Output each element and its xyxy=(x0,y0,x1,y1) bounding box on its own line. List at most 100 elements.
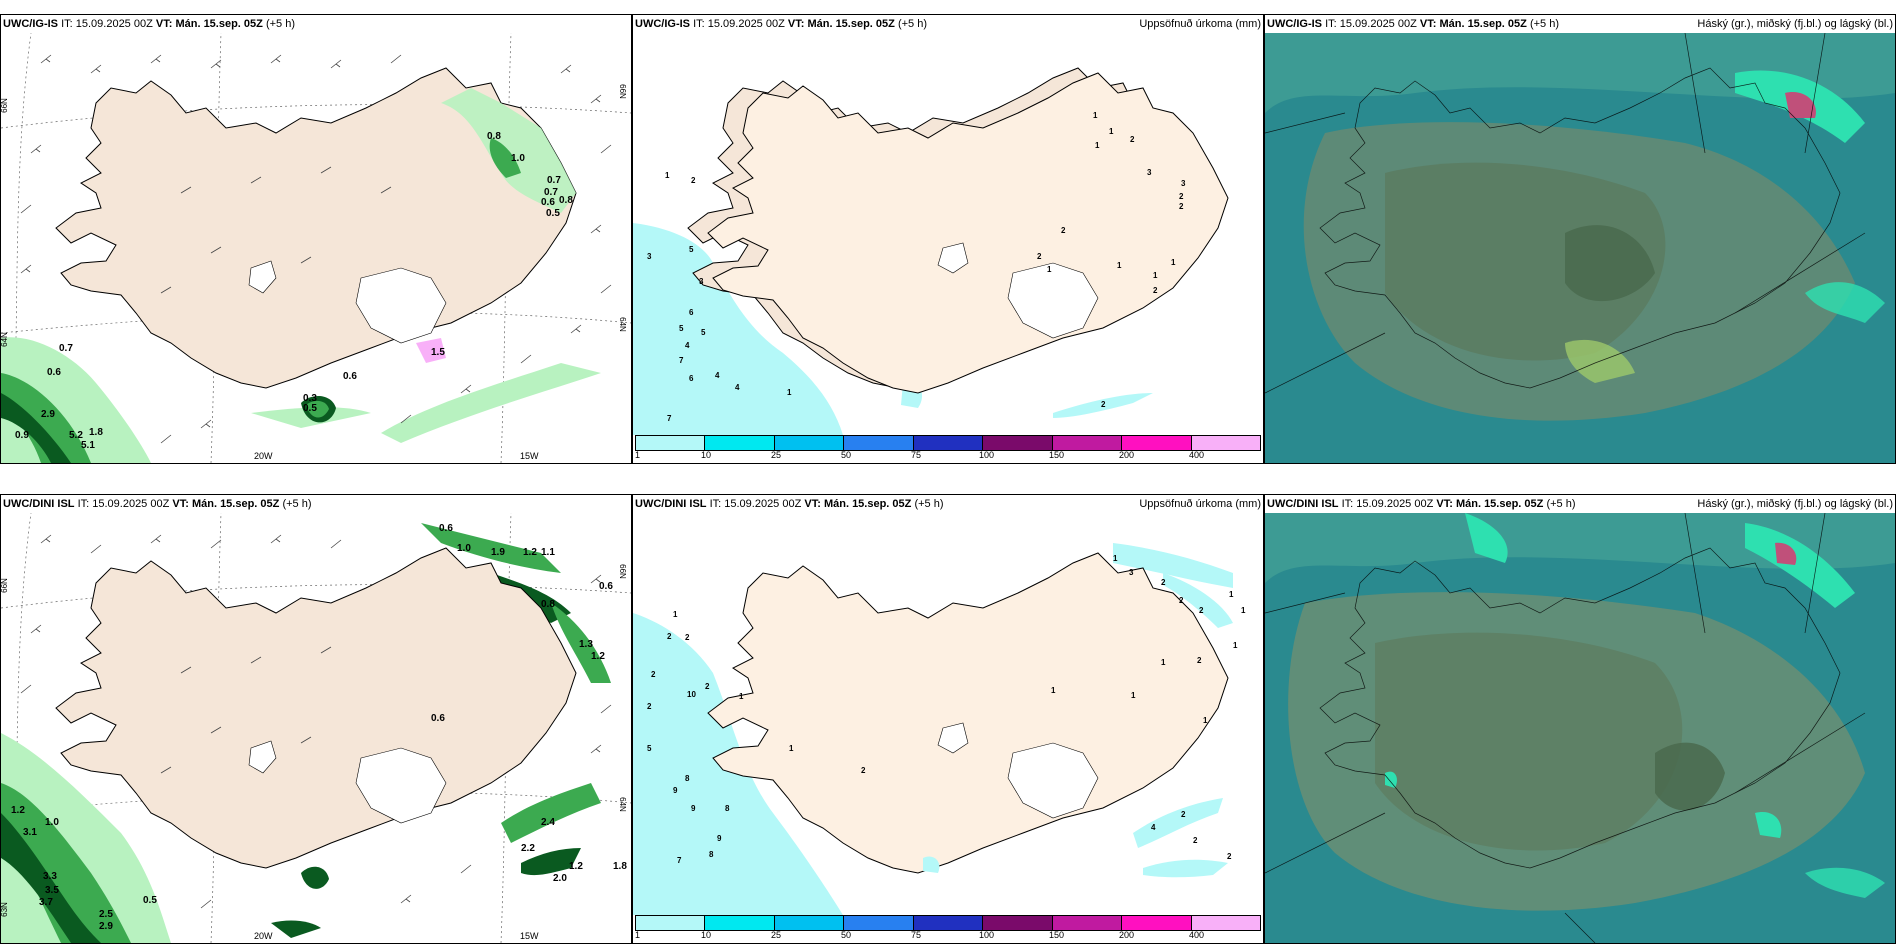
legend-swatch xyxy=(774,436,845,450)
model-name: UWC/DINI ISL xyxy=(3,498,75,510)
lon-label-20w: 20W xyxy=(254,451,273,461)
init-time: 15.09.2025 00Z xyxy=(724,498,802,510)
panel-header: UWC/IG-IS IT: 15.09.2025 00Z VT: Mán. 15… xyxy=(1,15,631,33)
panel-header: UWC/IG-IS IT: 15.09.2025 00Z VT: Mán. 15… xyxy=(633,15,1263,33)
svg-text:1.0: 1.0 xyxy=(511,153,525,164)
svg-text:2: 2 xyxy=(691,176,696,185)
svg-text:1: 1 xyxy=(1161,658,1166,667)
panel-clouds-dini: UWC/DINI ISL IT: 15.09.2025 00Z VT: Mán.… xyxy=(1264,494,1896,944)
vt-prefix: VT: xyxy=(1436,498,1453,510)
legend-swatch xyxy=(913,916,984,930)
legend-tick: 25 xyxy=(771,450,782,460)
svg-text:1: 1 xyxy=(1095,141,1100,150)
svg-text:1.8: 1.8 xyxy=(613,861,627,872)
panel-header: UWC/IG-IS IT: 15.09.2025 00Z VT: Mán. 15… xyxy=(1265,15,1895,33)
svg-text:3.3: 3.3 xyxy=(43,871,57,882)
lat-label-66n-right: 66N xyxy=(617,564,627,579)
legend-swatch xyxy=(983,916,1053,930)
svg-text:9: 9 xyxy=(691,804,696,813)
svg-text:1: 1 xyxy=(1171,258,1176,267)
svg-text:2: 2 xyxy=(1153,286,1158,295)
svg-text:3: 3 xyxy=(1147,168,1152,177)
svg-text:1.2: 1.2 xyxy=(11,805,25,816)
legend-tick: 400 xyxy=(1189,930,1205,940)
wind-value-labels: 0.81.0 0.70.7 0.6 0.8 0.50.7 0.6 0.6 0.30.… xyxy=(15,131,573,451)
svg-text:8: 8 xyxy=(725,804,730,813)
lead-time: (+5 h) xyxy=(282,498,312,510)
svg-text:0.6: 0.6 xyxy=(541,197,555,208)
svg-text:0.7: 0.7 xyxy=(547,175,561,186)
svg-text:3: 3 xyxy=(647,252,652,261)
svg-text:1: 1 xyxy=(1093,111,1098,120)
svg-text:9: 9 xyxy=(673,786,678,795)
svg-text:0.7: 0.7 xyxy=(544,187,558,198)
cloud-map xyxy=(1265,33,1895,463)
legend-swatch xyxy=(844,436,914,450)
legend-swatch xyxy=(1052,916,1123,930)
lat-label-64n-right: 64N xyxy=(617,797,627,812)
panel-title: Háský (gr.), miðský (fj.bl.) og lágský (… xyxy=(1697,18,1893,30)
vt-prefix: VT: xyxy=(787,18,805,30)
svg-text:5: 5 xyxy=(689,245,694,254)
vt-prefix: VT: xyxy=(1419,18,1437,30)
svg-text:0.9: 0.9 xyxy=(15,430,29,441)
lat-label-64n: 64N xyxy=(0,332,9,347)
lead-time: (+5 h) xyxy=(1546,498,1576,510)
svg-text:2: 2 xyxy=(647,702,652,711)
svg-text:7: 7 xyxy=(679,356,684,365)
svg-text:1: 1 xyxy=(673,610,678,619)
panel-title: Háský (gr.), miðský (fj.bl.) og lágský (… xyxy=(1697,498,1893,510)
svg-text:0.6: 0.6 xyxy=(439,523,453,534)
svg-text:4: 4 xyxy=(735,383,740,392)
svg-text:1.8: 1.8 xyxy=(89,427,103,438)
svg-text:0.6: 0.6 xyxy=(599,581,613,592)
svg-text:2.0: 2.0 xyxy=(553,873,567,884)
it-prefix: IT: xyxy=(1341,498,1354,510)
svg-text:1: 1 xyxy=(1131,691,1136,700)
svg-text:1.1: 1.1 xyxy=(541,547,555,558)
svg-text:9: 9 xyxy=(717,834,722,843)
svg-text:0.8: 0.8 xyxy=(541,599,555,610)
init-time: 15.09.2025 00Z xyxy=(1356,498,1434,510)
valid-time: Mán. 15.sep. 05Z xyxy=(175,18,263,30)
lat-label-66n: 66N xyxy=(0,98,9,113)
svg-text:1.2: 1.2 xyxy=(569,861,583,872)
valid-time: Mán. 15.sep. 05Z xyxy=(1439,18,1527,30)
svg-text:3: 3 xyxy=(1129,568,1134,577)
lead-time: (+5 h) xyxy=(1529,18,1559,30)
precip-legend-ticks: 1 10 25 50 75 100 150 200 400 xyxy=(635,930,1261,942)
svg-text:2.2: 2.2 xyxy=(521,843,535,854)
precip-colorbar xyxy=(635,915,1261,931)
init-time: 15.09.2025 00Z xyxy=(707,18,785,30)
svg-text:2.4: 2.4 xyxy=(541,817,555,828)
svg-text:2: 2 xyxy=(1037,252,1042,261)
svg-text:2: 2 xyxy=(1130,135,1135,144)
lat-label-63n: 63N xyxy=(0,902,9,917)
svg-text:1: 1 xyxy=(1233,641,1238,650)
svg-text:1.2: 1.2 xyxy=(523,547,537,558)
svg-text:0.7: 0.7 xyxy=(59,343,73,354)
precip-value-labels: 125 336 554 764 479 111 233 221 221 111 … xyxy=(647,111,1186,435)
svg-text:3: 3 xyxy=(1181,179,1186,188)
legend-swatch xyxy=(1191,436,1260,450)
valid-time: Mán. 15.sep. 05Z xyxy=(191,498,280,510)
vt-prefix: VT: xyxy=(155,18,173,30)
legend-swatch xyxy=(913,436,984,450)
svg-text:2: 2 xyxy=(1199,606,1204,615)
svg-text:7: 7 xyxy=(677,856,682,865)
svg-text:6: 6 xyxy=(689,374,694,383)
panel-wind-igis: UWC/IG-IS IT: 15.09.2025 00Z VT: Mán. 15… xyxy=(0,14,632,464)
svg-text:5: 5 xyxy=(679,324,684,333)
panel-wind-dini: UWC/DINI ISL IT: 15.09.2025 00Z VT: Mán.… xyxy=(0,494,632,944)
svg-text:1.3: 1.3 xyxy=(579,639,593,650)
it-prefix: IT: xyxy=(1325,18,1337,30)
svg-text:2: 2 xyxy=(1193,836,1198,845)
svg-text:0.5: 0.5 xyxy=(546,208,560,219)
legend-tick: 50 xyxy=(841,930,852,940)
lead-time: (+5 h) xyxy=(897,18,927,30)
svg-text:2.9: 2.9 xyxy=(41,409,55,420)
wind-value-labels: 0.6 1.0 1.9 1.2 1.1 0.8 0.6 1.3 1.2 0.5 0.6 1.… xyxy=(11,523,627,932)
legend-tick: 400 xyxy=(1189,450,1205,460)
wind-map: 0.6 1.0 1.9 1.2 1.1 0.8 0.6 1.3 1.2 0.5 0.6 1.… xyxy=(1,513,631,943)
model-name: UWC/DINI ISL xyxy=(635,498,707,510)
